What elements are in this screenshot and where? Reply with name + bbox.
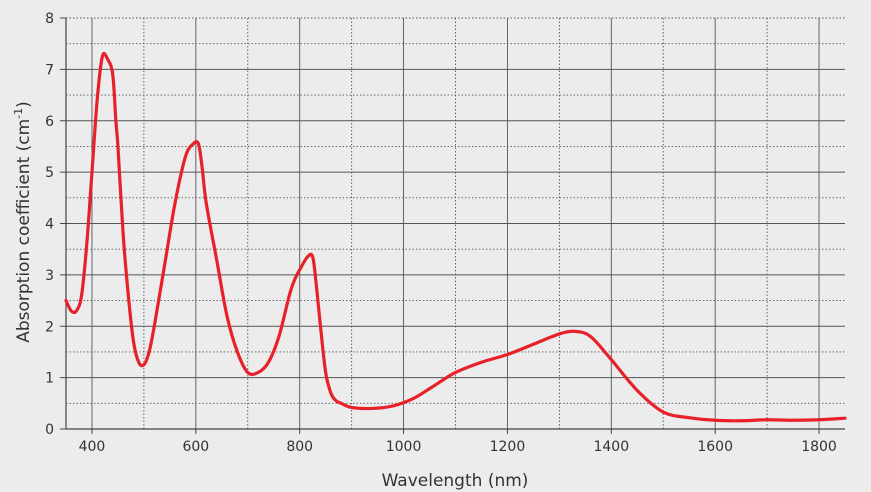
x-tick-label: 1200: [490, 439, 526, 455]
y-tick-label: 6: [45, 114, 54, 130]
y-axis-title-close: ): [14, 101, 34, 108]
y-axis-title: Absorption coefficient (cm-1): [12, 101, 34, 343]
x-tick-label: 1400: [593, 439, 629, 455]
x-tick-label: 1800: [801, 439, 837, 455]
x-tick-label: 600: [182, 439, 209, 455]
y-axis-title-main: Absorption coefficient (cm: [14, 119, 34, 343]
x-tick-label: 800: [286, 439, 313, 455]
y-tick-label: 1: [45, 371, 54, 387]
x-tick-label: 400: [79, 439, 106, 455]
major-grid: [66, 18, 845, 429]
absorption-series-line: [64, 51, 847, 423]
x-axis-title: Wavelength (nm): [382, 471, 529, 491]
series-layer: [64, 51, 847, 423]
x-tick-label: 1000: [386, 439, 422, 455]
y-tick-labels: 0 1 2 3 4 5 6 7 8: [45, 11, 54, 438]
x-tick-label: 1600: [697, 439, 733, 455]
y-tick-label: 2: [45, 319, 54, 335]
y-tick-label: 3: [45, 268, 54, 284]
y-axis-title-superscript: -1: [12, 108, 25, 119]
axes: [60, 17, 845, 434]
y-tick-label: 4: [45, 217, 54, 233]
x-tick-labels: 400 600 800 1000 1200 1400 1600 1800: [79, 439, 837, 455]
y-tick-label: 7: [45, 62, 54, 78]
y-tick-label: 5: [45, 165, 54, 181]
y-tick-label: 0: [45, 422, 54, 438]
y-tick-label: 8: [45, 11, 54, 27]
